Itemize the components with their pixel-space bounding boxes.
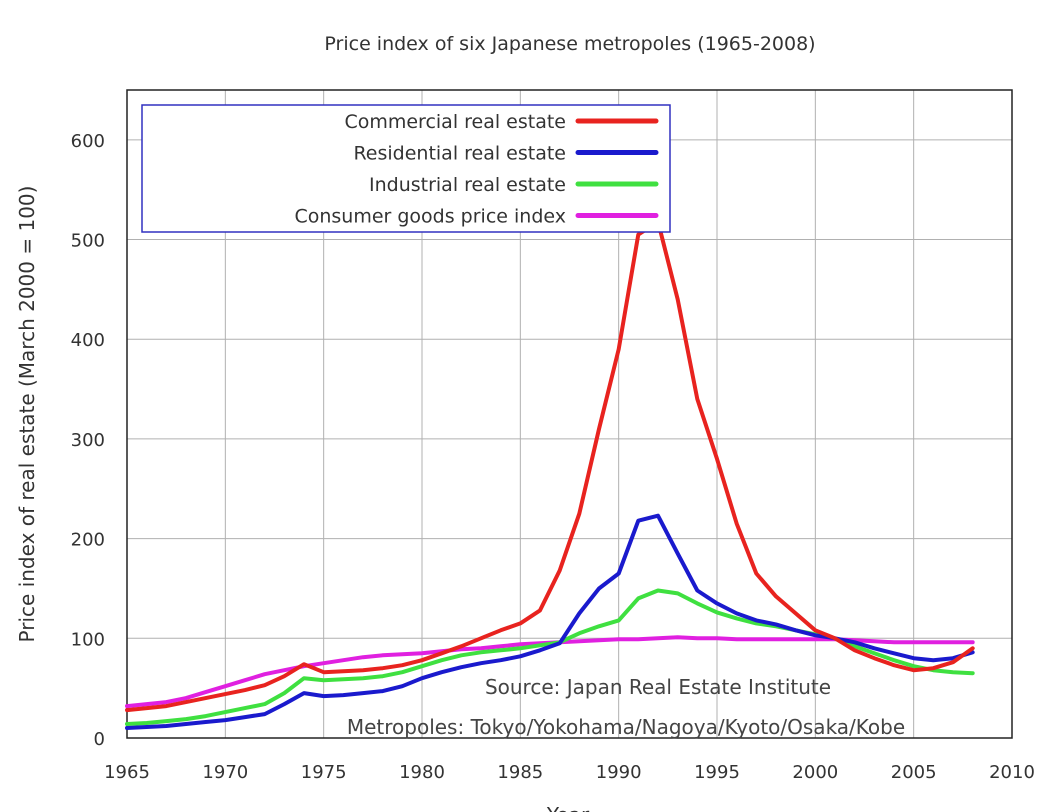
- source-annotation: Source: Japan Real Estate Institute: [485, 675, 831, 699]
- x-tick-label: 1985: [497, 762, 543, 783]
- series-layer: [125, 219, 975, 730]
- axes: 1965 1970 1975 1980 1985 1990 1995 2000 2005 2010…: [71, 89, 1035, 783]
- x-tick-label: 1970: [202, 762, 248, 783]
- x-tick-label: 1965: [104, 762, 150, 783]
- plot-frame: [126, 89, 1013, 739]
- legend-label-1: Commercial real estate: [344, 111, 566, 133]
- y-tick-label: 0: [94, 729, 105, 750]
- y-tick-label: 400: [71, 330, 105, 351]
- y-tick-label: 500: [71, 231, 105, 252]
- x-tick-label: 2010: [989, 762, 1035, 783]
- x-tick-label: 1975: [301, 762, 347, 783]
- legend-label-3: Industrial real estate: [369, 174, 566, 196]
- x-axis-label: Year: [546, 803, 590, 812]
- y-tick-label: 300: [71, 430, 105, 451]
- x-tick-label: 1990: [596, 762, 642, 783]
- legend-label-4: Consumer goods price index: [294, 206, 566, 228]
- series-line-3: [125, 588, 975, 726]
- y-tick-label: 100: [71, 629, 105, 650]
- x-tick-label: 1995: [694, 762, 740, 783]
- chart-title: Price index of six Japanese metropoles (…: [324, 33, 815, 55]
- legend-box: [141, 104, 671, 233]
- legend-label-2: Residential real estate: [353, 143, 566, 165]
- legend: Commercial real estate Residential real e…: [141, 104, 671, 233]
- y-axis-label: Price index of real estate (March 2000 =…: [15, 186, 39, 643]
- y-tick-label: 600: [71, 131, 105, 152]
- annotations: Source: Japan Real Estate Institute Metro…: [347, 675, 905, 739]
- series-line-1: [125, 219, 975, 713]
- x-tick-label: 1980: [399, 762, 445, 783]
- metropoles-annotation: Metropoles: Tokyo/Yokohama/Nagoya/Kyoto/…: [347, 715, 905, 739]
- y-tick-label: 200: [71, 530, 105, 551]
- x-tick-label: 2005: [891, 762, 937, 783]
- x-tick-label: 2000: [792, 762, 838, 783]
